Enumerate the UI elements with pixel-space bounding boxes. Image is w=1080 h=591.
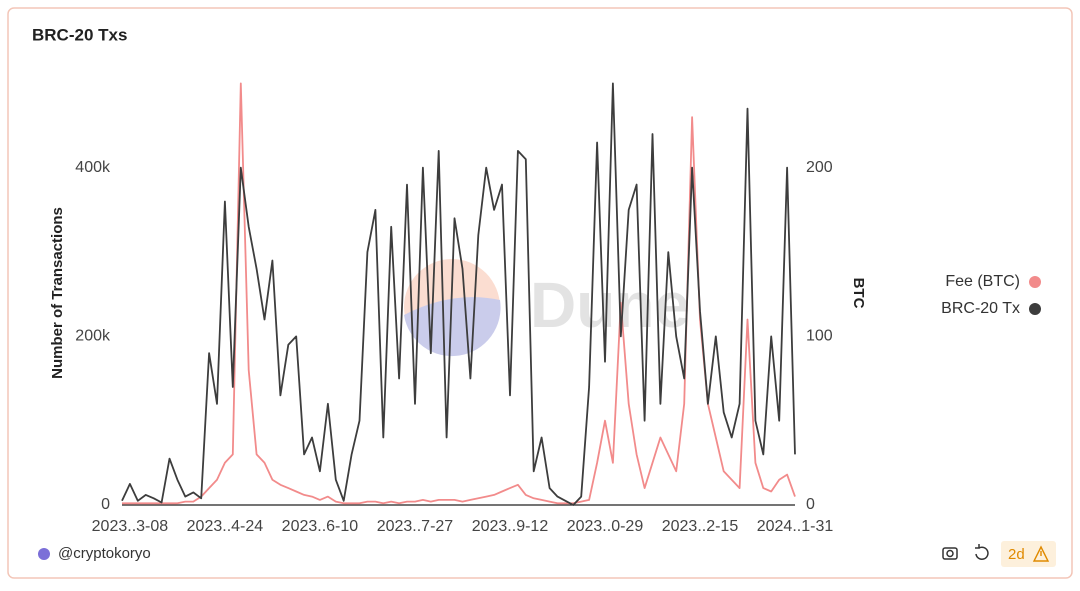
refresh-icon[interactable] [975,544,989,560]
x-tick-label: 2024..1-31 [757,518,834,535]
age: 2d [1008,546,1025,563]
watermark: Dune [530,269,690,341]
x-tick-label: 2023..0-29 [567,518,644,535]
series-line [122,82,796,505]
author[interactable]: @cryptokoryo [58,545,151,562]
x-tick-label: 2023..9-12 [472,518,549,535]
y2-tick-label: 0 [806,496,815,513]
x-tick-label: 2023..4-24 [187,518,264,535]
x-tick-label: 2023..7-27 [377,518,454,535]
legend-swatch [1029,276,1041,288]
y-tick-label: 0 [101,496,110,513]
y2-tick-label: 100 [806,328,833,345]
x-tick-label: 2023..2-15 [662,518,739,535]
legend-label: Fee (BTC) [945,273,1020,290]
warning-icon [1032,545,1050,562]
x-tick-label: 2023..3-08 [92,518,169,535]
y-axis-title: Number of Transactions [49,207,66,379]
x-tick-label: 2023..6-10 [282,518,359,535]
series-line [121,82,796,506]
y-tick-label: 200k [75,328,111,345]
chart-title: BRC-20 Txs [32,25,127,44]
camera-icon[interactable] [942,547,958,560]
legend-label: BRC-20 Tx [941,300,1020,317]
author-icon [38,548,50,560]
card [7,7,1073,579]
y-tick-label: 400k [75,159,111,176]
y2-tick-label: 200 [806,159,833,176]
y2-axis-title: BTC [850,278,867,309]
legend-swatch [1029,303,1041,315]
